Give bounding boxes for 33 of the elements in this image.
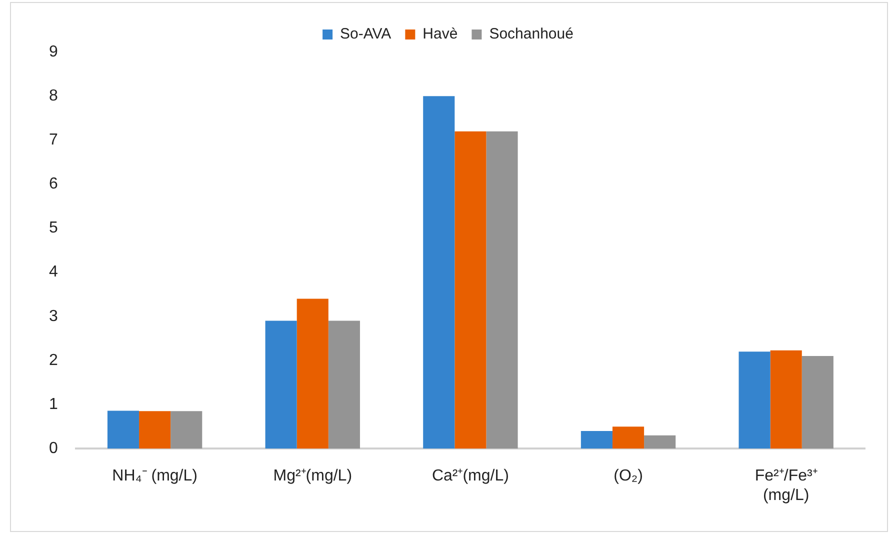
legend-label: Havè xyxy=(422,26,458,43)
x-tick-label: NH₄⁻ (mg/L) xyxy=(112,468,198,485)
x-tick-label: (O₂) xyxy=(614,468,643,485)
bar xyxy=(328,320,360,449)
bar xyxy=(580,430,612,449)
bar xyxy=(612,426,644,449)
y-tick-label: 4 xyxy=(48,264,58,281)
bar xyxy=(644,435,676,449)
bar xyxy=(454,131,486,449)
x-tick-label: Ca²⁺(mg/L) xyxy=(432,468,509,485)
y-tick-label: 9 xyxy=(48,43,58,60)
bar xyxy=(770,350,802,449)
bar xyxy=(296,298,328,449)
bar xyxy=(738,352,770,449)
legend-label: Sochanhoué xyxy=(489,26,574,43)
y-tick-label: 7 xyxy=(48,132,58,149)
bar xyxy=(486,131,518,449)
y-tick-label: 5 xyxy=(48,220,58,237)
bar xyxy=(107,410,140,449)
x-tick-label: Fe²⁺/Fe³⁺ (mg/L) xyxy=(754,468,818,504)
y-tick-label: 6 xyxy=(48,176,58,193)
bar xyxy=(265,320,297,449)
bar xyxy=(139,411,171,449)
x-tick-label: Mg²⁺(mg/L) xyxy=(273,468,352,485)
y-tick-label: 1 xyxy=(48,396,58,413)
y-tick-label: 2 xyxy=(48,352,58,369)
bar xyxy=(802,356,834,449)
y-tick-label: 8 xyxy=(48,87,58,104)
y-tick-label: 3 xyxy=(48,308,58,325)
bar xyxy=(170,411,202,449)
y-tick-label: 0 xyxy=(48,440,58,458)
bar xyxy=(423,96,455,449)
legend-label: So-AVA xyxy=(340,26,392,43)
